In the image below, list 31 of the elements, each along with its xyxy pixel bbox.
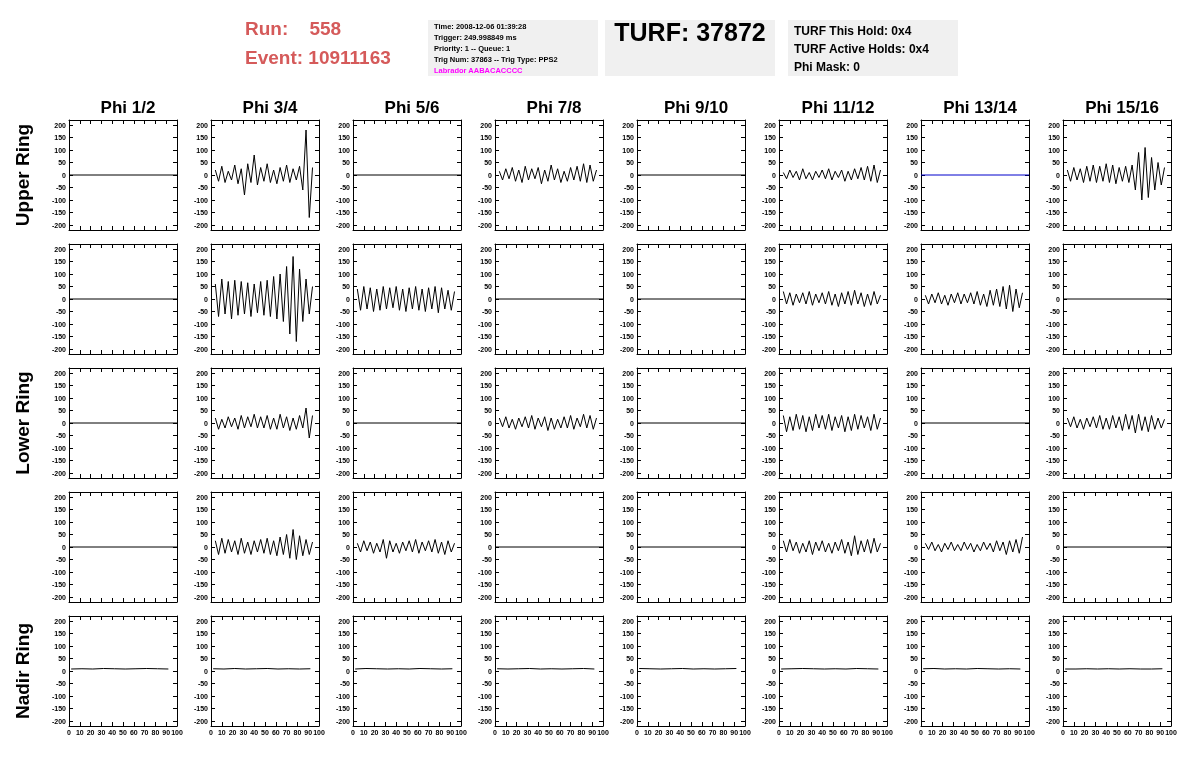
- chart-title: Phi 11/12: [801, 98, 875, 117]
- line-series: [782, 535, 882, 557]
- text: TURF This Hold: 0x4: [794, 23, 913, 40]
- line-series: [214, 129, 314, 218]
- line-series: [924, 536, 1024, 555]
- chart-title: Phi 15/16: [1085, 98, 1159, 117]
- text: Phi Mask: 0: [794, 59, 862, 76]
- y-axis-title: Nadir Ring: [12, 622, 34, 720]
- line-series: [782, 289, 882, 307]
- line-series: [1066, 147, 1166, 201]
- line-series: [782, 413, 882, 433]
- line-series: [1066, 413, 1166, 434]
- text: TURF: 37872: [613, 18, 767, 46]
- chart-title: Phi 13/14: [943, 98, 1018, 117]
- text: TURF Active Holds: 0x4: [794, 41, 930, 58]
- y-axis-title: Upper Ring: [12, 123, 34, 227]
- line-series: [498, 163, 598, 185]
- chart-title: Phi 1/2: [100, 98, 156, 117]
- text: Run: 558: [245, 17, 343, 41]
- chart-title: Phi 9/10: [663, 98, 729, 117]
- line-series: [924, 284, 1024, 312]
- line-series: [214, 529, 314, 560]
- chart-title: Phi 3/4: [242, 98, 298, 117]
- chart-title: Phi 5/6: [384, 98, 440, 117]
- line-series: [214, 407, 314, 439]
- line-series: [356, 539, 456, 559]
- chart-title: Phi 7/8: [526, 98, 582, 117]
- line-series: [782, 164, 882, 183]
- y-axis-title: Lower Ring: [12, 371, 34, 475]
- text: Event: 10911163: [245, 46, 391, 70]
- line-series: [498, 413, 598, 431]
